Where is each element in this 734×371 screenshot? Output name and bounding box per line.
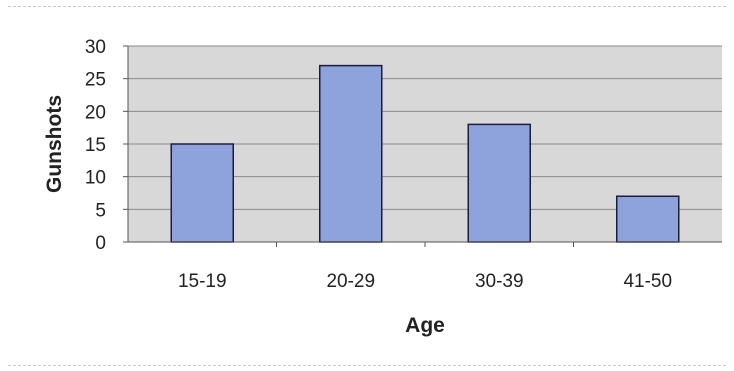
- y-tick-label: 10: [85, 168, 106, 189]
- y-tick-labels: 0 5 10 15 20 25 30: [85, 37, 128, 254]
- y-tick-label: 25: [85, 70, 106, 91]
- y-tick-label: 0: [95, 233, 106, 254]
- y-tick-label: 5: [95, 200, 106, 221]
- bar-15-19: [170, 143, 234, 243]
- x-tick-label: 15-19: [178, 271, 227, 292]
- y-axis-title: Gunshots: [43, 95, 66, 193]
- y-tick-label: 15: [85, 135, 106, 156]
- x-tick-label: 41-50: [623, 271, 672, 292]
- bar-20-29: [319, 64, 383, 243]
- x-tick-label: 20-29: [326, 271, 375, 292]
- chart-frame: [8, 6, 726, 366]
- y-tick-label: 30: [85, 37, 106, 58]
- y-tick-label: 20: [85, 102, 106, 123]
- x-axis-title: Age: [405, 314, 445, 337]
- x-tick-label: 30-39: [475, 271, 524, 292]
- x-tick-labels: 15-19 20-29 30-39 41-50: [178, 242, 672, 292]
- bar-30-39: [467, 123, 531, 243]
- bar-41-50: [616, 195, 680, 243]
